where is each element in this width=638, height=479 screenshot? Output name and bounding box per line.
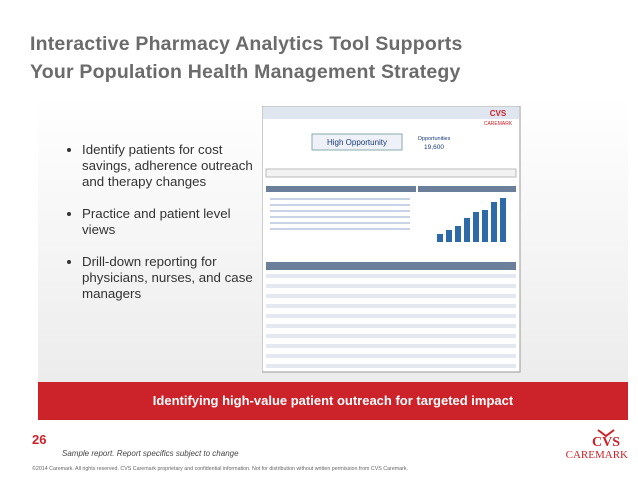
bullet: Identify patients for cost savings, adhe… (82, 142, 264, 190)
title-line: Interactive Pharmacy Analytics Tool Supp… (30, 33, 463, 55)
toolbar (263, 107, 519, 119)
chart-bars (437, 198, 506, 242)
bullet: Drill-down reporting for physicians, nur… (82, 254, 264, 302)
title-line: Your Population Health Management Strate… (30, 61, 461, 83)
list-head (266, 262, 516, 270)
table-head (266, 186, 416, 192)
footer: ©2014 Caremark. All rights reserved. CVS… (32, 466, 409, 472)
logo-brand: CVS (490, 109, 507, 118)
bullet-list: Identify patients for cost savings, adhe… (62, 142, 264, 318)
header: High Opportunity (327, 138, 387, 147)
logo: CVS CAREMARK (566, 429, 628, 460)
logo-name: CAREMARK (566, 449, 628, 460)
tool-screenshot: CVS CAREMARK High Opportunity Opportunit… (262, 106, 521, 373)
label: Opportunities (418, 136, 451, 142)
logo-heart (597, 429, 615, 438)
header-box (311, 133, 403, 151)
table-rows (270, 198, 410, 230)
chart-head (418, 186, 516, 192)
count: 19,600 (424, 144, 444, 151)
logo-brand: CVS (592, 435, 620, 450)
page-number: 26 (32, 432, 47, 447)
note: Sample report. Report specifics subject … (62, 449, 239, 458)
filters (265, 168, 517, 178)
bullet: Practice and patient level views (82, 206, 264, 238)
logo-name: CAREMARK (484, 121, 513, 127)
banner: Identifying high-value patient outreach … (38, 382, 628, 420)
title: Interactive Pharmacy Analytics Tool Supp… (30, 30, 463, 86)
list-rows (266, 274, 516, 368)
